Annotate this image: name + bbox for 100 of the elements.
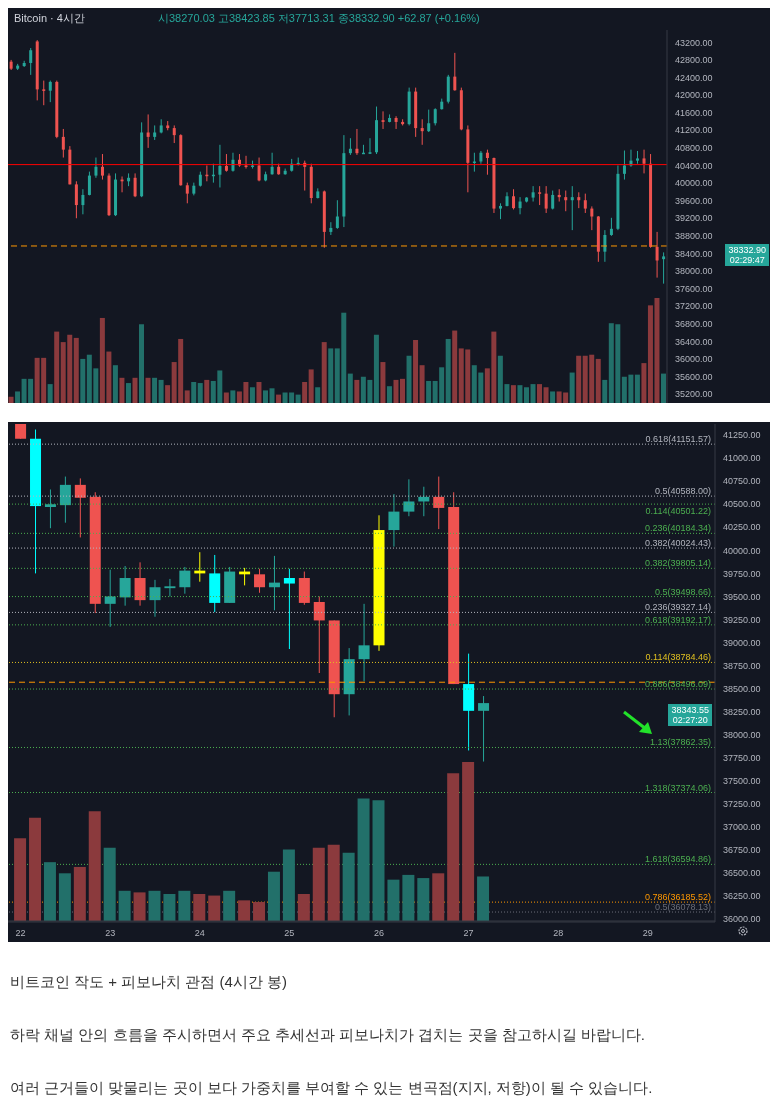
candlestick: [518, 196, 522, 215]
y-tick-label: 35600.00: [675, 371, 713, 382]
y-tick-label: 38750.00: [723, 660, 761, 671]
bar: [269, 388, 275, 403]
text: 비트코인 작도 + 피보나치 관점 (4시간 봉): [10, 973, 289, 992]
ref-line-label: 0.5(36078.13): [654, 902, 711, 913]
candlestick: [381, 110, 385, 130]
candlestick: [270, 152, 274, 176]
bar: [80, 358, 86, 403]
bar: [253, 901, 266, 921]
candlestick: [427, 109, 431, 133]
candlestick: [485, 149, 489, 176]
bar: [145, 377, 151, 403]
y-tick-label: 40500.00: [723, 499, 761, 510]
y-tick-label: 38000.00: [675, 266, 713, 277]
candlestick: [544, 185, 548, 214]
ref-line-label: 0.618(41151.57): [645, 434, 711, 445]
bar: [282, 849, 295, 921]
bar: [29, 817, 42, 921]
bar: [372, 800, 385, 921]
x-tick-label: 22: [15, 928, 26, 939]
bar: [249, 387, 255, 403]
bar: [402, 874, 415, 921]
annotation: 02:27:20: [671, 715, 709, 725]
bar: [321, 342, 327, 403]
bar: [347, 373, 353, 403]
y-tick-label: 37250.00: [723, 799, 761, 810]
y-tick-label: 36400.00: [675, 336, 713, 347]
bar: [223, 890, 236, 921]
bar: [197, 383, 203, 403]
candlestick: [313, 595, 325, 674]
bar: [380, 362, 386, 403]
x-tick-label: 29: [642, 928, 653, 939]
candlestick: [512, 188, 516, 210]
ref-line-label: 1.13(37862.35): [649, 737, 711, 748]
text: 02:29:47: [728, 255, 766, 265]
candlestick: [394, 115, 398, 130]
bar: [447, 773, 460, 921]
bar: [387, 879, 400, 921]
candlestick: [583, 193, 587, 214]
bar: [119, 377, 125, 403]
y-tick-label: 38400.00: [675, 248, 713, 259]
y-tick-label: 38500.00: [723, 683, 761, 694]
candlestick: [59, 476, 71, 524]
bar: [595, 358, 601, 403]
bar: [602, 379, 608, 403]
y-tick-label: 39200.00: [675, 213, 713, 224]
annotation: 38343.55: [671, 705, 709, 715]
bar: [432, 873, 445, 921]
candlestick: [403, 478, 415, 517]
bar: [133, 892, 146, 921]
bar: [393, 379, 399, 403]
bar: [148, 890, 161, 921]
bar: [452, 330, 458, 403]
text: 하락 채널 안의 흐름을 주시하면서 주요 추세선과 피보나치가 겹치는 곳을 참고하시길 바랍니다.: [10, 1026, 646, 1045]
bar: [112, 365, 118, 403]
ref-line-label: 0.236(40184.34): [644, 523, 711, 534]
bar: [73, 866, 86, 921]
bar: [193, 893, 206, 921]
bar: [661, 373, 666, 403]
bar: [267, 871, 280, 921]
candlestick: [564, 190, 568, 212]
y-tick-label: 42000.00: [675, 90, 713, 101]
y-tick-label: 39250.00: [723, 614, 761, 625]
candlestick: [388, 493, 400, 548]
candlestick: [48, 80, 52, 103]
bar: [8, 396, 14, 403]
bar: [295, 394, 301, 403]
bar: [163, 893, 176, 921]
bar: [426, 380, 432, 403]
ref-line-label: 0.5(40588.00): [654, 486, 711, 497]
y-tick-label: 38250.00: [723, 706, 761, 717]
candlestick: [164, 578, 176, 597]
candlestick: [94, 157, 98, 179]
bar: [400, 378, 406, 403]
bar: [276, 394, 282, 403]
candlestick: [609, 217, 613, 237]
candlestick: [44, 488, 56, 529]
text: 여러 근거들이 맞물리는 곳이 보다 가중치를 부여할 수 있는 변곡점(지지, 저항)이 될 수 있습니다.: [10, 1079, 654, 1098]
bar: [103, 847, 116, 921]
candlestick: [642, 149, 646, 174]
y-tick-label: 41250.00: [723, 430, 761, 441]
bar: [477, 876, 490, 921]
bar: [445, 338, 451, 403]
bar: [238, 900, 251, 921]
bar: [419, 365, 425, 403]
bar: [417, 878, 430, 921]
y-tick-label: 42400.00: [675, 72, 713, 83]
x-tick-label: 25: [284, 928, 295, 939]
candlestick: [218, 144, 222, 188]
candlestick: [531, 185, 535, 203]
candlestick: [358, 603, 370, 682]
bar: [14, 838, 27, 921]
candlestick: [81, 188, 85, 215]
candlestick: [622, 150, 626, 181]
x-tick-label: 26: [373, 928, 384, 939]
ref-line-label: 0.886(38496.09): [644, 679, 711, 690]
y-tick-label: 42800.00: [675, 55, 713, 66]
candlestick: [185, 182, 189, 204]
ref-line-label: 0.5(39498.66): [654, 586, 711, 597]
